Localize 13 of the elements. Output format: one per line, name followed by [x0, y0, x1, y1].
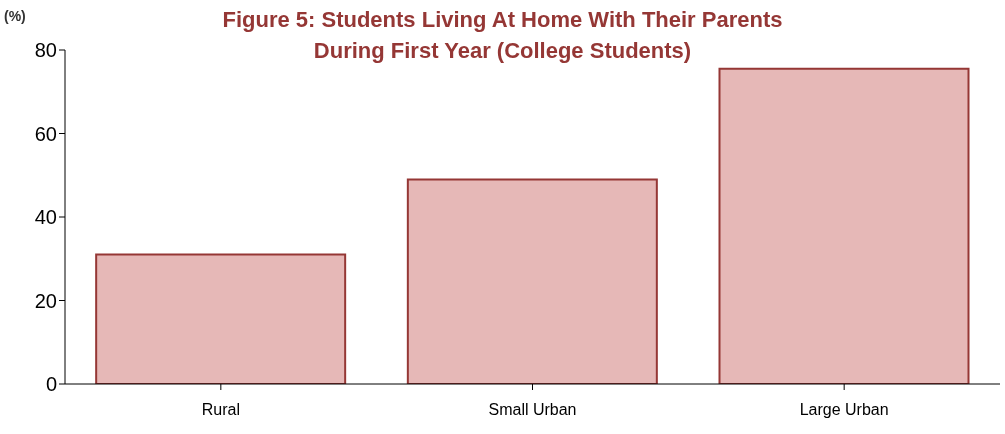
bar [406, 178, 658, 384]
y-tick-label: 20 [34, 289, 57, 312]
x-tick-label: Small Urban [488, 401, 577, 419]
x-tick-label: Large Urban [799, 401, 889, 419]
x-tick-label: Rural [201, 401, 240, 419]
y-tick-label: 60 [34, 122, 57, 145]
y-tick-label: 80 [34, 39, 57, 62]
y-tick-label: 40 [34, 206, 57, 229]
chart-title: Figure 5: Students Living At Home With Their Parents During First Year (College Students) [222, 7, 783, 63]
bar [95, 253, 347, 384]
y-axis-title: (%) [4, 8, 26, 24]
y-tick-label: 0 [45, 373, 57, 396]
bar [718, 67, 970, 384]
